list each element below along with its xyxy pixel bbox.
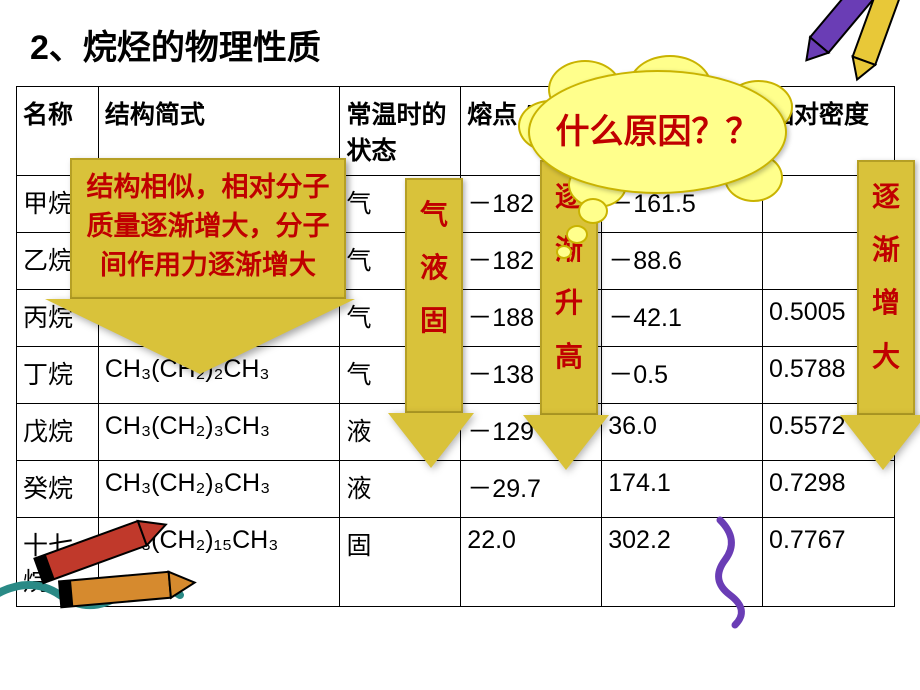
- col-state: 常温时的状态: [340, 87, 461, 176]
- cell-state: 气: [340, 233, 461, 290]
- cell-state: 气: [340, 347, 461, 404]
- cell-struct: CH₃CH₂CH₃: [98, 290, 340, 347]
- crayon-decoration-icon: [790, 0, 920, 100]
- table-row: 丙烷 CH₃CH₂CH₃ 气 －188 －42.1 0.5005: [17, 290, 895, 347]
- table-row: 乙烷 CH₃CH₃ 气 －182 －88.6: [17, 233, 895, 290]
- cell-dens: 0.5572: [763, 404, 895, 461]
- col-bp: 沸点 /°C: [602, 87, 763, 176]
- cell-bp: －42.1: [602, 290, 763, 347]
- col-struct: 结构简式: [98, 87, 340, 176]
- table-row: 丁烷 CH₃(CH₂)₂CH₃ 气 －138 －0.5 0.5788: [17, 347, 895, 404]
- cell-dens: 0.7298: [763, 461, 895, 518]
- cell-mp: －188: [461, 290, 602, 347]
- cell-bp: －88.6: [602, 233, 763, 290]
- cell-name: 甲烷: [17, 176, 99, 233]
- col-name: 名称: [17, 87, 99, 176]
- section-title: 2、烷烃的物理性质: [30, 20, 321, 69]
- cell-dens: 0.5788: [763, 347, 895, 404]
- cell-mp: －29.7: [461, 461, 602, 518]
- cell-state: 固: [340, 518, 461, 607]
- cell-name: 戊烷: [17, 404, 99, 461]
- cell-bp: 174.1: [602, 461, 763, 518]
- cell-name: 丙烷: [17, 290, 99, 347]
- cell-state: 气: [340, 290, 461, 347]
- cell-dens: [763, 233, 895, 290]
- cell-dens: 0.5005: [763, 290, 895, 347]
- cell-name: 丁烷: [17, 347, 99, 404]
- table-row: 甲烷 CH₄ 气 －182 －161.5: [17, 176, 895, 233]
- table-row: 戊烷 CH₃(CH₂)₃CH₃ 液 －129 36.0 0.5572: [17, 404, 895, 461]
- cell-mp: －129: [461, 404, 602, 461]
- cell-struct: CH₃CH₃: [98, 233, 340, 290]
- crayon-decoration-icon: [0, 505, 240, 625]
- cell-struct: CH₃(CH₂)₂CH₃: [98, 347, 340, 404]
- cell-bp: －0.5: [602, 347, 763, 404]
- cell-bp: －161.5: [602, 176, 763, 233]
- cell-mp: 22.0: [461, 518, 602, 607]
- cell-state: 气: [340, 176, 461, 233]
- table-header-row: 名称 结构简式 常温时的状态 熔点 /°C 沸点 /°C 相对密度: [17, 87, 895, 176]
- cell-state: 液: [340, 404, 461, 461]
- cell-mp: －182: [461, 233, 602, 290]
- cell-mp: －138: [461, 347, 602, 404]
- cell-dens: [763, 176, 895, 233]
- squiggle-decoration-icon: [700, 510, 850, 630]
- col-mp: 熔点 /°C: [461, 87, 602, 176]
- cell-mp: －182: [461, 176, 602, 233]
- cell-name: 乙烷: [17, 233, 99, 290]
- cell-struct: CH₄: [98, 176, 340, 233]
- cell-state: 液: [340, 461, 461, 518]
- cell-struct: CH₃(CH₂)₃CH₃: [98, 404, 340, 461]
- cell-bp: 36.0: [602, 404, 763, 461]
